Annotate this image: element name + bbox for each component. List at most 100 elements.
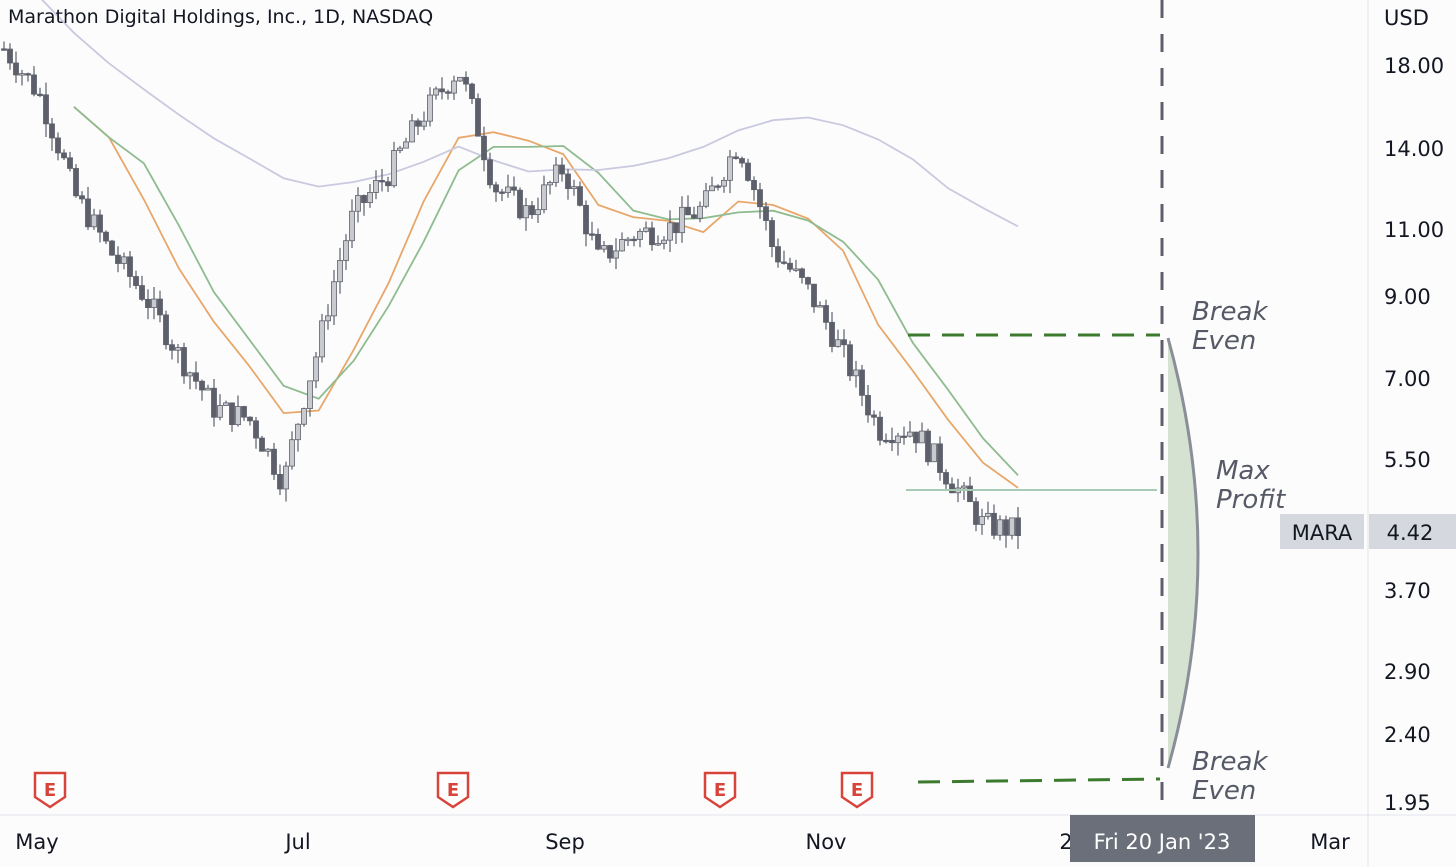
candle-body (505, 186, 511, 194)
candle-body (463, 76, 469, 85)
candle-body (7, 48, 13, 64)
candle-body (583, 204, 589, 235)
candle-body (937, 443, 943, 473)
candle-body (67, 157, 73, 169)
earnings-marker[interactable] (840, 771, 874, 809)
candle-body (559, 164, 565, 175)
candle-body (991, 512, 997, 536)
candle-body (337, 260, 343, 283)
candle-body (241, 406, 247, 418)
candle-body (781, 261, 787, 264)
candle-body (421, 120, 427, 127)
candle-body (745, 162, 751, 181)
candle-body (1003, 519, 1009, 536)
break-even-bottom-line (917, 777, 1161, 784)
candle-body (181, 347, 187, 377)
candlestick-series[interactable] (1, 41, 1021, 549)
candle-body (37, 93, 43, 97)
candle-body (199, 380, 205, 391)
candle-body (1009, 517, 1015, 536)
candle-body (613, 250, 619, 259)
candle-body (139, 285, 145, 300)
candle-body (703, 190, 709, 207)
candle-body (793, 268, 799, 271)
candle-body (73, 168, 79, 197)
break-even-bottom-label-2: Even (1192, 776, 1256, 806)
earnings-marker[interactable] (436, 771, 470, 809)
candle-body (763, 206, 769, 221)
candle-body (625, 238, 631, 242)
candle-body (217, 405, 223, 418)
price-tick-label: 7.00 (1384, 367, 1431, 391)
candle-body (907, 431, 913, 437)
candle-body (871, 414, 877, 418)
candle-body (301, 408, 307, 425)
candle-body (919, 430, 925, 444)
candle-body (361, 195, 367, 203)
candle-body (889, 439, 895, 444)
candle-body (157, 298, 163, 316)
price-tick-label: 3.70 (1384, 579, 1431, 603)
candle-body (571, 186, 577, 190)
candle-body (433, 88, 439, 96)
candle-body (517, 189, 523, 219)
candle-body (349, 210, 355, 242)
candle-body (163, 314, 169, 346)
candle-body (841, 339, 847, 346)
candle-body (577, 186, 583, 206)
candle-body (175, 347, 181, 351)
price-tick-label: 1.95 (1384, 791, 1431, 815)
candle-body (205, 387, 211, 391)
time-tick-label: Mar (1310, 830, 1350, 854)
ma-orange-line (73, 106, 1019, 489)
candle-body (769, 220, 775, 248)
candle-body (229, 402, 235, 426)
earnings-marker[interactable] (703, 771, 737, 809)
candle-body (1, 48, 7, 51)
candle-body (1015, 517, 1021, 537)
price-tick-label: 9.00 (1384, 285, 1431, 309)
candle-body (535, 209, 541, 216)
earnings-marker[interactable] (33, 771, 67, 809)
candle-body (883, 439, 889, 443)
candle-body (289, 439, 295, 467)
earnings-marker-label: E (44, 780, 56, 801)
price-axis[interactable]: 18.00 14.00 11.00 9.00 7.00 5.50 3.70 2.90 2.40 1… (1384, 54, 1444, 815)
candle-body (637, 230, 643, 240)
candle-body (973, 501, 979, 525)
last-price-badge (1369, 514, 1456, 549)
candle-body (319, 320, 325, 358)
symbol-badge (1280, 514, 1364, 549)
candle-body (739, 158, 745, 164)
candle-body (439, 88, 445, 93)
candle-body (913, 431, 919, 444)
time-axis[interactable]: May Jul Sep Nov 2 Mar (15, 830, 1350, 854)
candle-body (961, 485, 967, 489)
candle-body (589, 233, 595, 236)
candle-body (595, 233, 601, 250)
candle-body (829, 321, 835, 347)
candle-body (409, 120, 415, 143)
candle-body (823, 305, 829, 323)
price-tick-label: 5.50 (1384, 448, 1431, 472)
candle-body (541, 184, 547, 211)
candle-body (19, 73, 25, 76)
candle-body (895, 435, 901, 444)
plot-area[interactable] (0, 0, 1368, 815)
break-even-top-label-1: Break (1192, 297, 1268, 327)
candle-body (415, 120, 421, 127)
candle-body (25, 73, 31, 76)
candle-body (859, 369, 865, 396)
candle-body (451, 80, 457, 94)
candle-body (127, 256, 133, 277)
candle-body (55, 137, 61, 154)
candle-body (751, 180, 757, 191)
candle-body (265, 448, 271, 452)
candle-body (133, 276, 139, 286)
currency-label: USD (1384, 6, 1429, 30)
candle-body (967, 485, 973, 503)
candle-body (925, 430, 931, 463)
candle-body (247, 416, 253, 422)
